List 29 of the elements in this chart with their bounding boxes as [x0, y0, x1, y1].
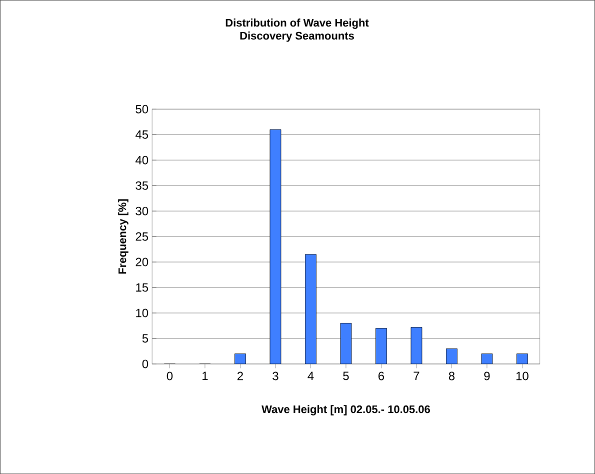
y-tick-label: 50 — [136, 104, 148, 114]
x-tick-label: 4 — [308, 372, 314, 380]
x-tick-label: 2 — [237, 372, 243, 380]
y-tick-label: 25 — [136, 232, 148, 241]
y-tick-label: 35 — [136, 181, 148, 190]
x-tick-label: 5 — [343, 372, 349, 380]
y-tick-label: 10 — [136, 308, 148, 318]
y-tick-label: 30 — [136, 206, 148, 216]
x-tick-label: 3 — [272, 372, 278, 380]
bar — [446, 348, 458, 364]
x-tick-label: 7 — [414, 372, 420, 380]
bar — [305, 254, 316, 364]
chart-title: Distribution of Wave Height Discovery Seamounts — [226, 18, 369, 42]
y-tick-label: 5 — [142, 334, 148, 343]
x-tick-label: 8 — [448, 372, 455, 380]
bar — [270, 129, 282, 364]
bar — [376, 328, 387, 364]
x-tick-label: 10 — [516, 372, 528, 380]
y-tick-label: 20 — [136, 258, 148, 266]
x-tick-label: 1 — [202, 372, 208, 380]
y-tick-label: 45 — [136, 130, 148, 139]
y-tick-label: 15 — [136, 283, 148, 292]
y-tick-label: 0 — [142, 360, 148, 368]
x-axis-title: Wave Height [m] 02.05.- 10.05.06 — [262, 405, 430, 416]
y-axis-title: Frequency [%] — [118, 199, 128, 274]
x-tick-label: 9 — [484, 372, 490, 380]
y-tick-label: 40 — [136, 156, 148, 164]
x-tick-label: 0 — [166, 372, 173, 380]
x-tick-label: 6 — [378, 372, 384, 380]
